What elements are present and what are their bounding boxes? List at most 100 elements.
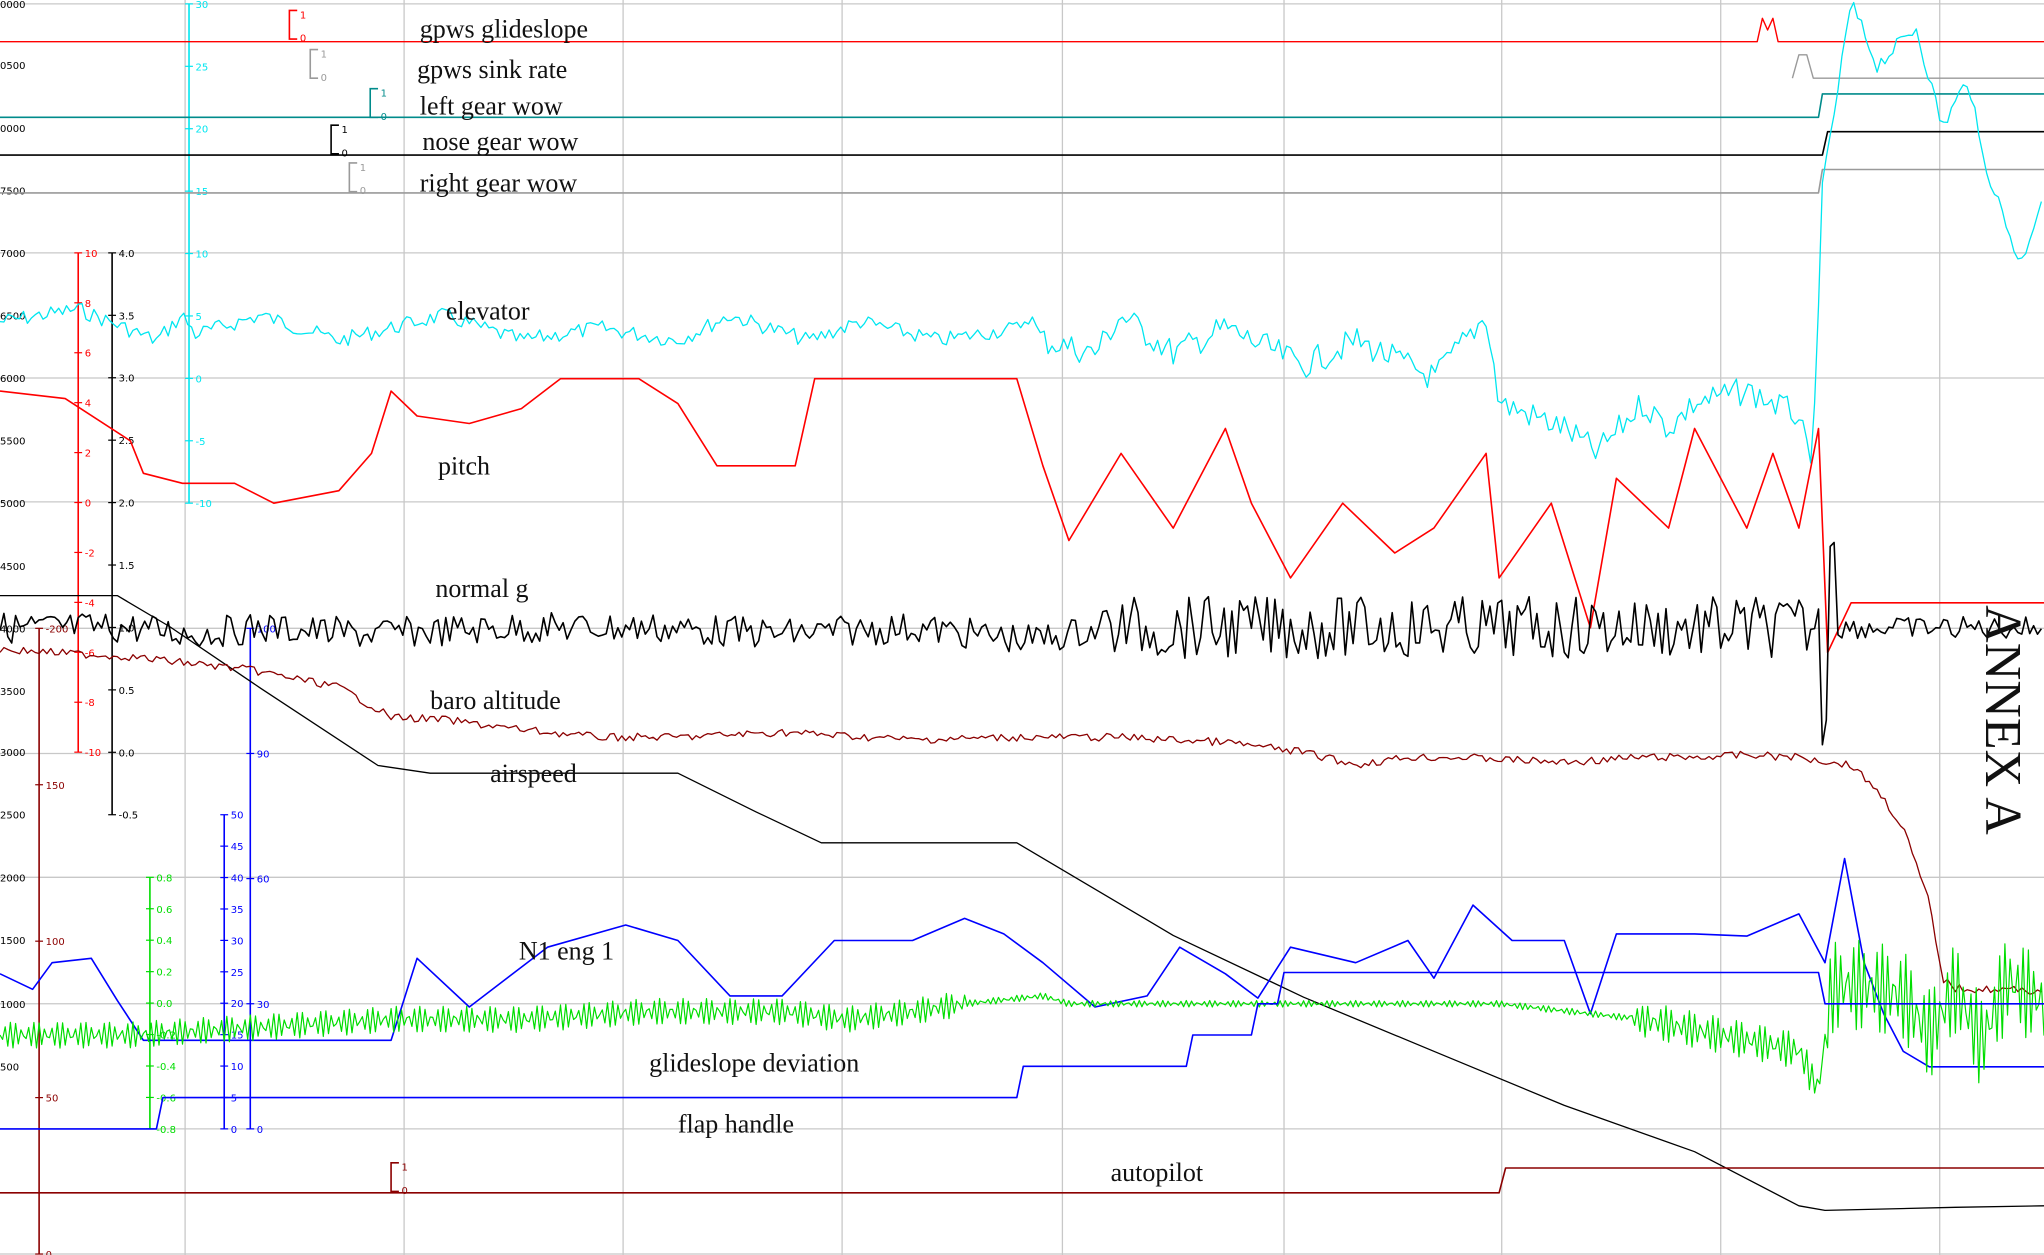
series-label-gpws-glideslope: gpws glideslope [420, 15, 588, 44]
baro-altitude-tick-label: 0000 [0, 0, 25, 11]
pitch-axis-tick-label: -8 [85, 698, 95, 709]
series-line-autopilot [0, 1167, 2044, 1194]
marker-tick-0: 0 [360, 186, 366, 197]
series-label-n1-eng-1: N1 eng 1 [519, 936, 614, 965]
pitch-axis-tick-label: 0 [85, 499, 91, 510]
marker-tick-1: 1 [321, 49, 327, 60]
normal-g-axis: 4.03.53.02.52.01.51.00.50.0-0.5 [108, 249, 138, 822]
series-line-pitch [0, 377, 2044, 654]
n1-axis-tick-label: 0 [257, 1125, 263, 1136]
marker-tick-1: 1 [381, 88, 387, 99]
pitch-axis-tick-label: -2 [85, 548, 95, 559]
discrete-marker-gpws-glideslope: 10 [288, 9, 306, 45]
flap-handle-axis-tick-label: 10 [231, 1062, 244, 1073]
normal-g-axis-tick-label: 1.5 [119, 561, 135, 572]
series-line-n1-eng-1 [0, 857, 2044, 1068]
series-label-pitch: pitch [438, 451, 490, 480]
elevator-axis-tick-label: 25 [196, 62, 209, 73]
discrete-marker-right-gear-wow: 10 [348, 162, 366, 197]
series-line-elevator [0, 1, 2043, 464]
series-line-gpws-sink-rate [1791, 54, 2044, 79]
series-label-nose-gear-wow: nose gear wow [422, 127, 578, 156]
glideslope-deviation-axis-tick-label: -0.4 [156, 1062, 176, 1073]
pitch-axis-tick-label: 2 [85, 449, 91, 460]
series-lines [0, 1, 2044, 1212]
marker-bracket [348, 162, 358, 193]
baro-altitude-tick-label: 6000 [0, 374, 25, 385]
series-line-flap-handle [0, 971, 2044, 1130]
marker-tick-0: 0 [321, 73, 327, 84]
glideslope-deviation-axis-tick-label: -0.8 [156, 1125, 176, 1136]
n1-axis: 100 90 60 30 0 [246, 624, 276, 1136]
elevator-axis-tick-label: 30 [196, 0, 209, 11]
glideslope-deviation-axis-tick-label: 0.8 [156, 873, 172, 884]
series-line-gpws-glideslope [0, 17, 2044, 43]
baro-altitude-tick-label: 0500 [0, 61, 25, 72]
series-line-right-gear-wow [0, 168, 2044, 194]
series-line-left-gear-wow [0, 93, 2044, 119]
marker-tick-1: 1 [360, 163, 366, 174]
pitch-axis-tick-label: 10 [85, 249, 98, 260]
n1-axis-tick-label: 90 [257, 749, 270, 760]
series-line-nose-gear-wow [0, 130, 2044, 156]
normal-g-axis-tick-label: 0.5 [119, 686, 135, 697]
marker-tick-1: 1 [342, 125, 348, 136]
series-label-autopilot: autopilot [1111, 1158, 1204, 1187]
series-label-airspeed: airspeed [490, 759, 577, 788]
annex-label: ANNEX A [1974, 605, 2031, 835]
flap-handle-axis-tick-label: 35 [231, 905, 244, 916]
discrete-marker-left-gear-wow: 10 [369, 87, 387, 123]
marker-tick-1: 1 [402, 1163, 408, 1174]
series-label-flap-handle: flap handle [678, 1110, 794, 1139]
elevator-axis-tick-label: 5 [196, 312, 202, 323]
series-label-elevator: elevator [446, 296, 530, 325]
series-label-glideslope-deviation: glideslope deviation [649, 1048, 859, 1077]
series-label-left-gear-wow: left gear wow [420, 92, 563, 121]
elevator-axis-tick-label: -5 [196, 437, 206, 448]
elevator-axis-tick-label: 20 [196, 125, 209, 136]
pitch-axis: 10 8 6 4 2 0 -2 -4 -6 -8 -10 [74, 249, 101, 759]
normal-g-axis-tick-label: 3.0 [119, 374, 135, 385]
glideslope-deviation-axis-tick-label: 0.4 [156, 936, 172, 947]
pitch-axis-tick-label: -6 [85, 648, 95, 659]
flap-handle-axis-tick-label: 45 [231, 842, 244, 853]
pitch-axis-tick-label: 8 [85, 299, 91, 310]
baro-altitude-tick-label: 7000 [0, 249, 25, 260]
series-line-airspeed [0, 646, 2042, 995]
baro-altitude-tick-label: 4000 [0, 624, 25, 635]
series-label-baro-altitude: baro altitude [430, 686, 561, 715]
pitch-axis-tick-label: 6 [85, 349, 91, 360]
series-label-right-gear-wow: right gear wow [420, 169, 578, 198]
axis-scales: 0000050000007500700065006000550050004500… [0, 0, 276, 1255]
marker-bracket [330, 124, 339, 155]
marker-bracket [288, 9, 298, 40]
series-label-normal-g: normal g [435, 574, 528, 603]
discrete-marker-gpws-sink-rate: 10 [309, 48, 327, 84]
flap-handle-axis-tick-label: 5 [231, 1093, 237, 1104]
normal-g-axis-tick-label: -0.5 [119, 811, 139, 822]
series-line-normal-g [0, 541, 2043, 746]
baro-altitude-tick-label: 5500 [0, 437, 25, 448]
flap-handle-axis-tick-label: 15 [231, 1031, 244, 1042]
marker-tick-0: 0 [342, 148, 348, 159]
glideslope-deviation-axis-tick-label: -0.6 [156, 1093, 176, 1104]
airspeed-axis-tick-label: -200 [46, 624, 69, 635]
discrete-marker-autopilot: 10 [390, 1161, 408, 1197]
baro-altitude-tick-label: 2000 [0, 873, 25, 884]
marker-tick-0: 0 [402, 1186, 408, 1197]
airspeed-axis: -200 150 100 50 0 [35, 624, 68, 1255]
glideslope-deviation-axis-tick-label: 0.6 [156, 905, 172, 916]
glideslope-deviation-axis: 0.8 0.6 0.4 0.2 0.0 -0.2 -0.4 -0.6 -0.8 [146, 873, 176, 1136]
baro-altitude-tick-label: 7500 [0, 186, 25, 197]
baro-altitude-tick-label: 2500 [0, 811, 25, 822]
pitch-axis-tick-label: -4 [85, 598, 95, 609]
flap-handle-axis-tick-label: 40 [231, 874, 244, 885]
marker-bracket [390, 1161, 399, 1193]
flap-handle-axis-tick-label: 20 [231, 999, 244, 1010]
baro-altitude-tick-label: 500 [0, 1062, 19, 1073]
baro-altitude-tick-label: 1000 [0, 1000, 25, 1011]
glideslope-deviation-axis-tick-label: -0.2 [156, 1031, 176, 1042]
flap-handle-axis-tick-label: 0 [231, 1125, 237, 1136]
series-line-baro-altitude [0, 594, 2044, 1212]
baro-altitude-axis: 0000050000007500700065006000550050004500… [0, 0, 25, 1073]
